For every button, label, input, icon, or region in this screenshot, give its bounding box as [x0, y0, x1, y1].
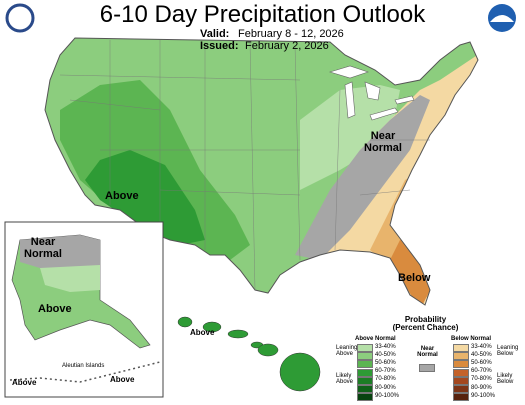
legend-swatch — [453, 368, 469, 377]
legend-swatch — [453, 344, 469, 352]
map-label: Below — [398, 272, 431, 284]
map-label: Near Normal — [364, 130, 402, 154]
map-label: Above — [190, 328, 215, 337]
legend-swatch — [453, 376, 469, 385]
legend-level: 50-60% — [375, 359, 396, 366]
legend-level: 40-50% — [471, 351, 492, 358]
conus-outline — [44, 37, 479, 306]
map-label: Above — [38, 303, 72, 315]
legend-level: 70-80% — [471, 376, 492, 383]
map-label: Above — [12, 378, 37, 387]
aleutian-chain — [9, 361, 161, 383]
hawaii — [177, 316, 321, 392]
legend-swatch — [357, 368, 373, 377]
legend-swatch — [357, 376, 373, 385]
legend-level: 40-50% — [375, 351, 396, 358]
legend-swatch — [453, 393, 469, 402]
legend-level: 80-90% — [375, 384, 396, 391]
legend-swatch — [357, 344, 373, 352]
legend-note: Leaning Below — [497, 345, 519, 358]
legend-note: Leaning Above — [336, 345, 358, 358]
legend-level: 33-40% — [471, 343, 492, 350]
legend-level: 33-40% — [375, 343, 396, 350]
legend-level: 50-60% — [471, 359, 492, 366]
issued-label: Issued: — [200, 40, 239, 52]
legend-level: 60-70% — [471, 368, 492, 375]
legend-level: 60-70% — [375, 368, 396, 375]
legend-swatch — [357, 352, 373, 361]
legend-note: Likely Above — [336, 373, 354, 386]
state-lines — [59, 40, 430, 291]
legend-heading: Near Normal — [417, 346, 438, 359]
issued-date: February 2, 2026 — [245, 40, 329, 52]
aleutian-title: Aleutian Islands — [62, 363, 105, 369]
valid-dates: February 8 - 12, 2026 — [238, 28, 344, 40]
legend-title: Probability (Percent Chance) — [392, 315, 459, 333]
map-label: Above — [105, 190, 139, 202]
alaska-near-normal — [20, 235, 100, 270]
legend-swatch — [453, 385, 469, 393]
legend-level: 70-80% — [375, 376, 396, 383]
legend-heading: Above Normal — [355, 336, 396, 342]
legend-level: 80-90% — [471, 384, 492, 391]
great-lakes — [328, 65, 415, 121]
legend-swatch — [357, 393, 373, 402]
legend-note: Likely Below — [497, 373, 514, 386]
legend-level: 90-100% — [471, 392, 496, 399]
legend-level: 90-100% — [375, 392, 400, 399]
legend-swatch — [453, 352, 469, 361]
alaska-leaning — [40, 265, 100, 292]
legend-heading: Below Normal — [451, 336, 492, 342]
legend-swatch — [453, 360, 469, 369]
title: 6-10 Day Precipitation Outlook — [99, 1, 426, 28]
map-label: Near Normal — [24, 236, 62, 260]
map-label: Above — [110, 375, 135, 384]
legend-swatch — [419, 364, 435, 372]
logos — [5, 3, 516, 33]
legend-swatch — [357, 385, 373, 393]
valid-label: Valid: — [200, 28, 230, 40]
legend-swatch — [357, 360, 373, 369]
